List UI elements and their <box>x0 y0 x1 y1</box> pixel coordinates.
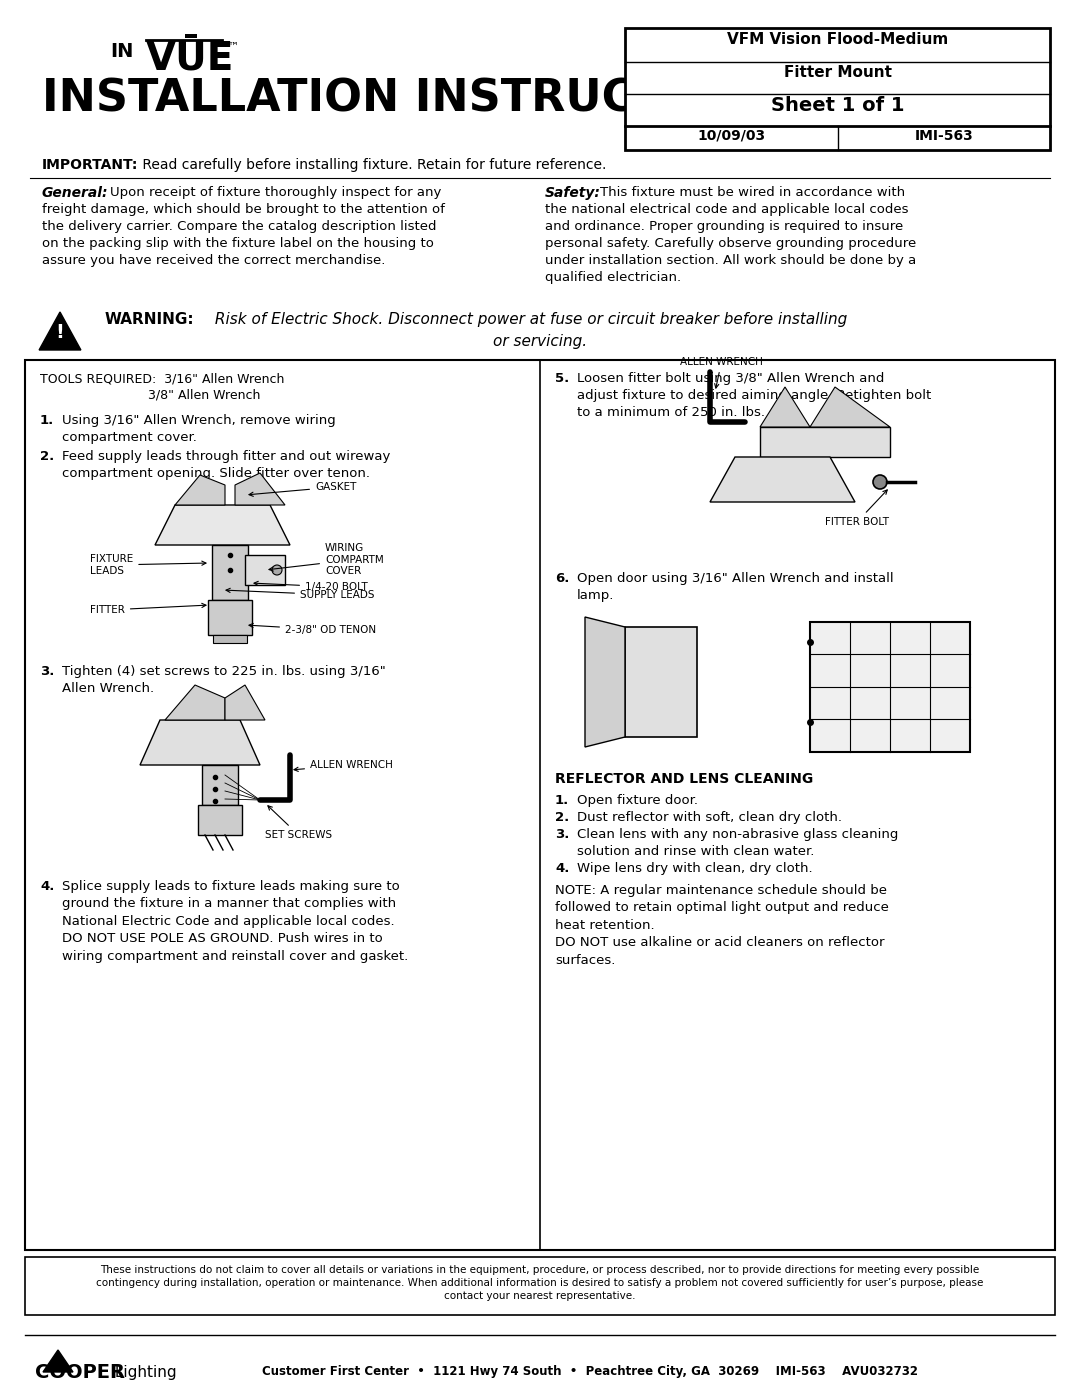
Text: the delivery carrier. Compare the catalog description listed: the delivery carrier. Compare the catalo… <box>42 219 436 233</box>
Text: WARNING:: WARNING: <box>105 312 194 327</box>
Circle shape <box>272 564 282 576</box>
Text: ALLEN WRENCH: ALLEN WRENCH <box>680 358 762 388</box>
Text: ™: ™ <box>227 42 238 52</box>
Text: and ordinance. Proper grounding is required to insure: and ordinance. Proper grounding is requi… <box>545 219 903 233</box>
Text: Clean lens with any non-abrasive glass cleaning
solution and rinse with clean wa: Clean lens with any non-abrasive glass c… <box>577 828 899 858</box>
Text: 5.: 5. <box>555 372 569 386</box>
Text: freight damage, which should be brought to the attention of: freight damage, which should be brought … <box>42 203 445 217</box>
Text: qualified electrician.: qualified electrician. <box>545 271 681 284</box>
Text: 10/09/03: 10/09/03 <box>698 129 766 142</box>
Text: This fixture must be wired in accordance with: This fixture must be wired in accordance… <box>600 186 905 198</box>
Text: Read carefully before installing fixture. Retain for future reference.: Read carefully before installing fixture… <box>138 158 606 172</box>
Text: These instructions do not claim to cover all details or variations in the equipm: These instructions do not claim to cover… <box>96 1266 984 1301</box>
Text: IN: IN <box>110 42 133 61</box>
Text: personal safety. Carefully observe grounding procedure: personal safety. Carefully observe groun… <box>545 237 916 250</box>
Text: SET SCREWS: SET SCREWS <box>265 806 333 840</box>
Text: Wipe lens dry with clean, dry cloth.: Wipe lens dry with clean, dry cloth. <box>577 862 812 875</box>
Text: assure you have received the correct merchandise.: assure you have received the correct mer… <box>42 254 386 267</box>
Polygon shape <box>175 475 225 504</box>
Text: 6.: 6. <box>555 571 569 585</box>
Text: General:: General: <box>42 186 108 200</box>
Text: Fitter Mount: Fitter Mount <box>783 66 891 80</box>
Text: 2.: 2. <box>555 812 569 824</box>
Text: IMI-563: IMI-563 <box>915 129 973 142</box>
Text: ALLEN WRENCH: ALLEN WRENCH <box>294 760 393 771</box>
Polygon shape <box>760 387 810 427</box>
Polygon shape <box>165 685 225 719</box>
Text: Feed supply leads through fitter and out wireway
compartment opening. Slide fitt: Feed supply leads through fitter and out… <box>62 450 390 481</box>
Bar <box>213 636 247 643</box>
Bar <box>208 599 252 636</box>
Text: VŪE: VŪE <box>146 41 234 78</box>
Text: COOPER: COOPER <box>35 1363 125 1382</box>
Text: Open door using 3/16" Allen Wrench and install
lamp.: Open door using 3/16" Allen Wrench and i… <box>577 571 893 602</box>
Bar <box>625 627 697 738</box>
Text: on the packing slip with the fixture label on the housing to: on the packing slip with the fixture lab… <box>42 237 434 250</box>
Text: IMPORTANT:: IMPORTANT: <box>42 158 138 172</box>
Text: the national electrical code and applicable local codes: the national electrical code and applica… <box>545 203 908 217</box>
Polygon shape <box>43 1350 73 1372</box>
Bar <box>202 766 238 805</box>
Polygon shape <box>156 504 291 545</box>
Text: Dust reflector with soft, clean dry cloth.: Dust reflector with soft, clean dry clot… <box>577 812 842 824</box>
Bar <box>212 545 248 599</box>
Text: 3.: 3. <box>40 665 54 678</box>
Text: Safety:: Safety: <box>545 186 600 200</box>
Text: Lighting: Lighting <box>110 1365 177 1380</box>
Text: !: ! <box>55 323 65 342</box>
Polygon shape <box>140 719 260 766</box>
Polygon shape <box>810 387 890 427</box>
Text: WIRING
COMPARTM
COVER: WIRING COMPARTM COVER <box>269 543 383 576</box>
Circle shape <box>873 475 887 489</box>
Text: 4.: 4. <box>555 862 569 875</box>
Text: 3.: 3. <box>555 828 569 841</box>
Text: Loosen fitter bolt using 3/8" Allen Wrench and
adjust fixture to desired aiming : Loosen fitter bolt using 3/8" Allen Wren… <box>577 372 931 419</box>
Text: SUPPLY LEADS: SUPPLY LEADS <box>226 588 375 599</box>
Text: Using 3/16" Allen Wrench, remove wiring
compartment cover.: Using 3/16" Allen Wrench, remove wiring … <box>62 414 336 444</box>
Polygon shape <box>39 312 81 351</box>
Text: 4.: 4. <box>40 880 54 893</box>
Polygon shape <box>760 427 890 457</box>
Text: 3/8" Allen Wrench: 3/8" Allen Wrench <box>148 388 260 402</box>
Text: Open fixture door.: Open fixture door. <box>577 793 698 807</box>
Polygon shape <box>710 457 855 502</box>
Bar <box>810 622 970 752</box>
Polygon shape <box>235 474 285 504</box>
Text: Upon receipt of fixture thoroughly inspect for any: Upon receipt of fixture thoroughly inspe… <box>110 186 442 198</box>
Polygon shape <box>585 617 625 747</box>
Bar <box>245 555 285 585</box>
Text: Tighten (4) set screws to 225 in. lbs. using 3/16"
Allen Wrench.: Tighten (4) set screws to 225 in. lbs. u… <box>62 665 386 694</box>
Text: FITTER BOLT: FITTER BOLT <box>825 490 889 527</box>
Text: under installation section. All work should be done by a: under installation section. All work sho… <box>545 254 916 267</box>
Text: VFM Vision Flood-Medium: VFM Vision Flood-Medium <box>727 32 948 47</box>
Text: Risk of Electric Shock. Disconnect power at fuse or circuit breaker before insta: Risk of Electric Shock. Disconnect power… <box>210 312 847 327</box>
Text: Customer First Center  •  1121 Hwy 74 South  •  Peachtree City, GA  30269    IMI: Customer First Center • 1121 Hwy 74 Sout… <box>262 1365 918 1377</box>
Text: FITTER: FITTER <box>90 604 206 615</box>
Text: Sheet 1 of 1: Sheet 1 of 1 <box>771 96 904 115</box>
Text: TOOLS REQUIRED:  3/16" Allen Wrench: TOOLS REQUIRED: 3/16" Allen Wrench <box>40 372 284 386</box>
Text: INSTALLATION INSTRUCTIONS: INSTALLATION INSTRUCTIONS <box>42 78 788 122</box>
Bar <box>625 28 1050 149</box>
Text: 1.: 1. <box>555 793 569 807</box>
Text: 2.: 2. <box>40 450 54 462</box>
Bar <box>25 360 1055 1250</box>
Text: GASKET: GASKET <box>249 482 356 496</box>
Text: or servicing.: or servicing. <box>492 334 588 349</box>
Text: FIXTURE
LEADS: FIXTURE LEADS <box>90 555 206 576</box>
Text: 1/4-20 BOLT: 1/4-20 BOLT <box>254 581 368 592</box>
Bar <box>25 1257 1055 1315</box>
Bar <box>198 805 242 835</box>
Text: 2-3/8" OD TENON: 2-3/8" OD TENON <box>249 623 376 636</box>
Text: Splice supply leads to fixture leads making sure to
ground the fixture in a mann: Splice supply leads to fixture leads mak… <box>62 880 408 963</box>
Text: 1.: 1. <box>40 414 54 427</box>
Text: REFLECTOR AND LENS CLEANING: REFLECTOR AND LENS CLEANING <box>555 773 813 787</box>
Polygon shape <box>225 685 265 719</box>
Text: NOTE: A regular maintenance schedule should be
followed to retain optimal light : NOTE: A regular maintenance schedule sho… <box>555 884 889 967</box>
